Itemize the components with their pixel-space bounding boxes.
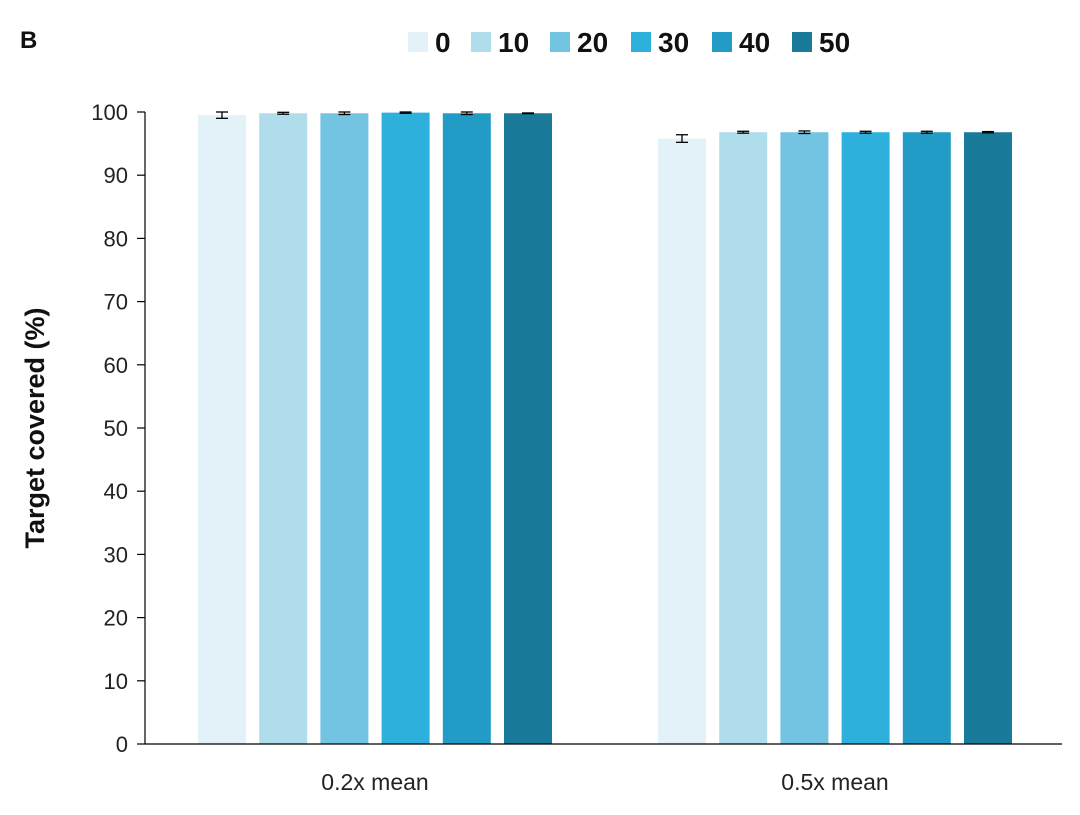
bar	[198, 115, 246, 744]
error-bar	[798, 130, 811, 135]
bar	[259, 113, 308, 745]
bars	[198, 111, 1012, 745]
legend-item: 50	[792, 27, 850, 58]
error-bar	[277, 111, 290, 115]
error-bar	[338, 111, 351, 116]
legend-item: 0	[408, 27, 451, 58]
y-tick-label: 70	[104, 290, 128, 315]
x-axis: 0.2x mean 0.5x mean	[145, 743, 1062, 795]
legend-swatch	[471, 32, 491, 52]
bar	[780, 132, 829, 744]
error-bar	[737, 130, 750, 134]
x-category-label: 0.2x mean	[321, 769, 428, 795]
legend-swatch	[550, 32, 570, 52]
legend-label: 20	[577, 27, 608, 58]
bar-group	[658, 130, 1012, 744]
bar	[902, 132, 951, 744]
bar	[719, 132, 768, 744]
legend-label: 0	[435, 27, 451, 58]
y-tick-label: 100	[91, 100, 128, 125]
y-tick-label: 90	[104, 163, 128, 188]
y-tick-label: 30	[104, 542, 128, 567]
error-bar	[982, 130, 994, 134]
legend-item: 10	[471, 27, 529, 58]
bar	[841, 132, 890, 744]
legend: 0 10 20 30 40 50	[408, 27, 850, 58]
legend-label: 10	[498, 27, 529, 58]
bar	[320, 113, 369, 745]
error-bar	[460, 111, 473, 116]
y-tick-label: 20	[104, 606, 128, 631]
legend-label: 40	[739, 27, 770, 58]
bar	[442, 113, 491, 745]
legend-swatch	[712, 32, 732, 52]
y-axis: 0 10 20 30 40 50 60 70 80 90 100	[91, 100, 146, 757]
y-tick-label: 40	[104, 479, 128, 504]
legend-item: 30	[631, 27, 689, 58]
y-tick-label: 80	[104, 226, 128, 251]
bar-group	[198, 111, 552, 745]
legend-swatch	[792, 32, 812, 52]
legend-swatch	[408, 32, 428, 52]
x-category-label: 0.5x mean	[781, 769, 888, 795]
bar	[658, 138, 706, 744]
legend-label: 50	[819, 27, 850, 58]
legend-label: 30	[658, 27, 689, 58]
y-tick-label: 10	[104, 669, 128, 694]
y-axis-label: Target covered (%)	[20, 307, 50, 548]
panel-label: B	[20, 27, 37, 54]
error-bar	[920, 130, 933, 134]
y-tick-label: 50	[104, 416, 128, 441]
error-bar	[399, 111, 412, 114]
error-bar	[676, 134, 688, 143]
bar	[381, 112, 430, 744]
y-tick-label: 0	[116, 732, 128, 757]
y-tick-label: 60	[104, 353, 128, 378]
error-bar	[216, 111, 228, 119]
bar	[964, 132, 1012, 744]
error-bar	[522, 112, 534, 115]
error-bar	[859, 130, 872, 134]
legend-item: 40	[712, 27, 770, 58]
legend-item: 20	[550, 27, 608, 58]
legend-swatch	[631, 32, 651, 52]
bar	[504, 113, 552, 745]
